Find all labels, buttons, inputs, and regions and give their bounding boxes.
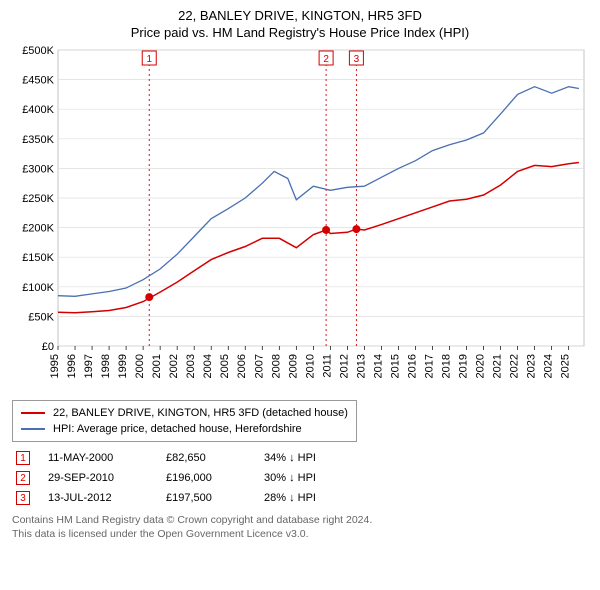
svg-text:£0: £0 xyxy=(42,341,54,353)
svg-text:£500K: £500K xyxy=(22,46,54,57)
svg-text:2023: 2023 xyxy=(526,354,538,378)
svg-text:£350K: £350K xyxy=(22,134,54,146)
svg-text:£300K: £300K xyxy=(22,163,54,175)
footer-attribution: Contains HM Land Registry data © Crown c… xyxy=(12,514,588,541)
svg-text:1997: 1997 xyxy=(83,354,95,378)
svg-text:2002: 2002 xyxy=(168,354,180,378)
svg-text:3: 3 xyxy=(354,54,360,65)
sale-marker-badge: 2 xyxy=(16,471,30,485)
sale-price: £82,650 xyxy=(166,452,246,464)
svg-text:2010: 2010 xyxy=(304,354,316,378)
svg-text:1: 1 xyxy=(146,54,152,65)
legend-row: 22, BANLEY DRIVE, KINGTON, HR5 3FD (deta… xyxy=(21,405,348,421)
sale-hpi-diff: 28% ↓ HPI xyxy=(264,492,344,504)
sale-price: £196,000 xyxy=(166,472,246,484)
svg-text:2025: 2025 xyxy=(560,354,572,378)
svg-text:2022: 2022 xyxy=(509,354,521,378)
footer-line-2: This data is licensed under the Open Gov… xyxy=(12,528,588,542)
legend-row: HPI: Average price, detached house, Here… xyxy=(21,421,348,437)
svg-text:£150K: £150K xyxy=(22,252,54,264)
svg-text:2020: 2020 xyxy=(475,354,487,378)
svg-text:2014: 2014 xyxy=(372,354,384,378)
svg-text:1999: 1999 xyxy=(117,354,129,378)
svg-text:£450K: £450K xyxy=(22,75,54,87)
svg-text:£250K: £250K xyxy=(22,193,54,205)
svg-text:£100K: £100K xyxy=(22,282,54,294)
sale-date: 11-MAY-2000 xyxy=(48,452,148,464)
svg-text:2001: 2001 xyxy=(151,354,163,378)
svg-text:2021: 2021 xyxy=(492,354,504,378)
svg-text:2016: 2016 xyxy=(406,354,418,378)
svg-text:2: 2 xyxy=(323,54,329,65)
svg-text:2004: 2004 xyxy=(202,354,214,378)
svg-text:2012: 2012 xyxy=(338,354,350,378)
svg-text:2003: 2003 xyxy=(185,354,197,378)
svg-text:2006: 2006 xyxy=(236,354,248,378)
svg-text:2019: 2019 xyxy=(458,354,470,378)
legend-label: HPI: Average price, detached house, Here… xyxy=(53,423,302,435)
sale-hpi-diff: 34% ↓ HPI xyxy=(264,452,344,464)
sale-date: 29-SEP-2010 xyxy=(48,472,148,484)
sale-row: 2 29-SEP-2010 £196,000 30% ↓ HPI xyxy=(12,468,588,488)
title-block: 22, BANLEY DRIVE, KINGTON, HR5 3FD Price… xyxy=(12,8,588,40)
svg-text:2015: 2015 xyxy=(389,354,401,378)
legend-label: 22, BANLEY DRIVE, KINGTON, HR5 3FD (deta… xyxy=(53,407,348,419)
svg-text:1998: 1998 xyxy=(100,354,112,378)
svg-text:2000: 2000 xyxy=(134,354,146,378)
svg-text:£200K: £200K xyxy=(22,223,54,235)
legend-swatch xyxy=(21,412,45,414)
svg-text:2013: 2013 xyxy=(355,354,367,378)
svg-text:1995: 1995 xyxy=(49,354,61,378)
sale-row: 1 11-MAY-2000 £82,650 34% ↓ HPI xyxy=(12,448,588,468)
subtitle: Price paid vs. HM Land Registry's House … xyxy=(12,25,588,40)
legend-swatch xyxy=(21,428,45,430)
svg-text:2018: 2018 xyxy=(441,354,453,378)
sale-row: 3 13-JUL-2012 £197,500 28% ↓ HPI xyxy=(12,488,588,508)
svg-text:1996: 1996 xyxy=(66,354,78,378)
chart-container: 22, BANLEY DRIVE, KINGTON, HR5 3FD Price… xyxy=(0,0,600,590)
svg-text:2009: 2009 xyxy=(287,354,299,378)
chart-area: £0 £50K £100K £150K £200K £250K £300K £350K £400… xyxy=(12,46,588,396)
svg-text:£50K: £50K xyxy=(28,311,54,323)
svg-text:£400K: £400K xyxy=(22,104,54,116)
svg-text:2007: 2007 xyxy=(253,354,265,378)
svg-text:2005: 2005 xyxy=(219,354,231,378)
svg-text:2024: 2024 xyxy=(543,354,555,378)
legend-box: 22, BANLEY DRIVE, KINGTON, HR5 3FD (deta… xyxy=(12,400,357,442)
sales-table: 1 11-MAY-2000 £82,650 34% ↓ HPI 2 29-SEP-2010… xyxy=(12,448,588,508)
sale-marker-badge: 3 xyxy=(16,491,30,505)
sale-price: £197,500 xyxy=(166,492,246,504)
sale-hpi-diff: 30% ↓ HPI xyxy=(264,472,344,484)
svg-text:2017: 2017 xyxy=(423,354,435,378)
footer-line-1: Contains HM Land Registry data © Crown c… xyxy=(12,514,588,528)
address-title: 22, BANLEY DRIVE, KINGTON, HR5 3FD xyxy=(12,8,588,23)
line-chart-svg: £0 £50K £100K £150K £200K £250K £300K £350K £400… xyxy=(12,46,588,396)
sale-marker-badge: 1 xyxy=(16,451,30,465)
svg-text:2011: 2011 xyxy=(321,354,333,378)
svg-text:2008: 2008 xyxy=(270,354,282,378)
sale-date: 13-JUL-2012 xyxy=(48,492,148,504)
